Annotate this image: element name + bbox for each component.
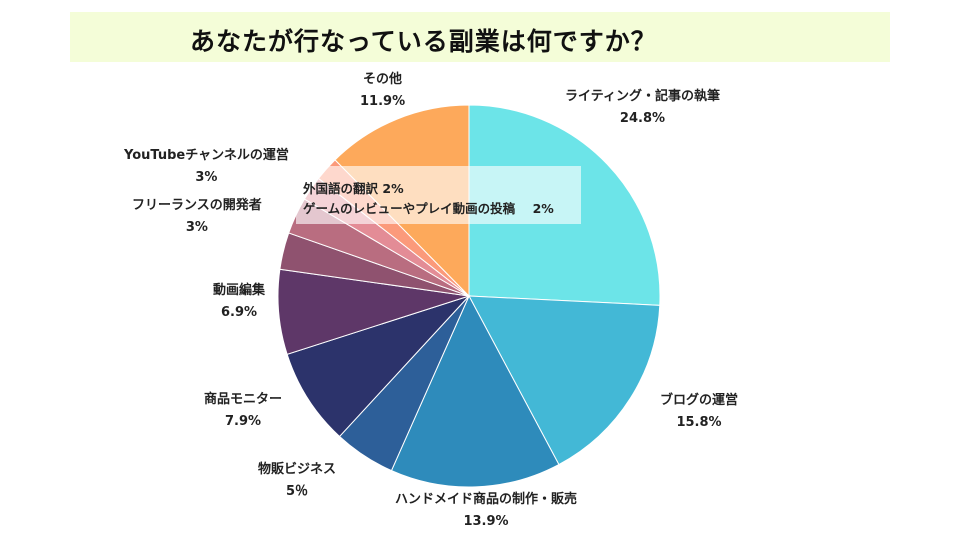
slice-label-monitor: 商品モニター 7.9% [204,392,283,429]
slice-label-resale: 物販ビジネス 5％ [258,462,337,499]
slice-label-writing: ライティング・記事の執筆 24.8% [565,89,720,126]
slice-label-youtube: YouTubeチャンネルの運営 3% [124,148,289,185]
pie-slice-2 [390,294,560,488]
slice-label-blog: ブログの運営 15.8% [660,393,739,430]
slice-label-video-editing: 動画編集 6.9% [213,283,266,320]
slice-label-game-review: ゲームのレビューやプレイ動画の投稿 2% [303,201,554,216]
slice-label-freelance-dev: フリーランスの開発者 3% [132,198,262,235]
slice-label-other: その他 11.9% [360,72,406,109]
title-banner [70,12,890,62]
chart-title: あなたが行なっている副業は何ですか？ [190,27,657,56]
slice-label-translation: 外国語の翻訳 2% [303,181,404,196]
pie-slice-4 [286,294,471,438]
slice-label-handmade: ハンドメイド商品の制作・販売 13.9% [395,492,578,529]
pie-slice-1 [468,295,661,466]
small-slice-label-backdrop [296,166,581,224]
